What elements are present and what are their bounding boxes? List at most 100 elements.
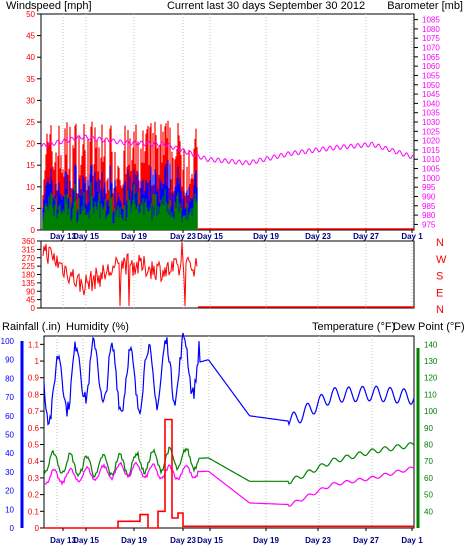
rainfall-tick-label: 0 (35, 524, 40, 533)
dew-point-title: Dew Point (°F) (393, 321, 465, 333)
dew-point-line (43, 461, 415, 507)
rain-x-label: Day 15 (73, 536, 99, 545)
rainfall-tick-label: 1.1 (28, 340, 40, 349)
temperature-tick-label: 110 (424, 390, 437, 399)
barometer-tick-label: 1020 (422, 137, 440, 146)
rainfall-tick-label: 0.9 (28, 374, 40, 383)
windspeed-tick-label: 20 (26, 140, 35, 149)
wind-x-label: Day 13 (50, 232, 76, 241)
rain-x-label: Day 1 (401, 536, 423, 545)
wind-barometer-panel: Windspeed [mph] Current last 30 days Sep… (6, 0, 463, 241)
barometer-tick-label: 1010 (422, 155, 440, 164)
direction-series (42, 241, 414, 308)
wind-x-label: Day 1 (401, 232, 423, 241)
direction-tick-label: 270 (22, 254, 36, 263)
rainfall-tick-label: 0.6 (28, 424, 40, 433)
direction-line (42, 241, 198, 307)
windspeed-tick-label: 5 (31, 204, 36, 213)
direction-tick-label: 180 (22, 271, 36, 280)
wind-x-label: Day 23 (305, 232, 331, 241)
barometer-tick-label: 1080 (422, 25, 440, 34)
barometer-tick-label: 1055 (422, 71, 440, 80)
barometer-tick-label: 995 (422, 183, 436, 192)
rain-gridlines (56, 336, 373, 528)
barometer-tick-label: 1000 (422, 174, 440, 183)
humidity-tick-label: 100 (1, 337, 15, 346)
wind-series (40, 120, 415, 230)
rainfall-tick-label: 0.3 (28, 474, 40, 483)
wind-x-label: Day 15 (73, 232, 99, 241)
rain-plot-frame (43, 335, 415, 529)
rainfall-tick-label: 0.2 (28, 491, 40, 500)
rainfall-line (44, 418, 414, 529)
temperature-tick-label: 90 (424, 424, 433, 433)
humidity-axis: 0 10 20 30 40 50 60 70 80 90 100 (1, 337, 24, 533)
rain-x-label: Day 19 (121, 536, 147, 545)
barometer-tick-label: 1005 (422, 165, 440, 174)
barometer-tick-label: 1070 (422, 44, 440, 53)
temperature-tick-label: 50 (424, 491, 433, 500)
windspeed-tick-label: 25 (26, 118, 35, 127)
direction-tick-label: 315 (22, 245, 36, 254)
rain-x-label: Day 13 (50, 536, 76, 545)
humidity-tick-label: 60 (5, 412, 14, 421)
temperature-title: Temperature (°F) (312, 321, 395, 333)
humidity-tick-label: 40 (5, 449, 14, 458)
compass-label: E (436, 287, 443, 299)
temperature-line (43, 442, 415, 485)
direction-tick-label: 45 (26, 296, 35, 305)
humidity-line (43, 332, 415, 427)
direction-tick-label: 225 (22, 262, 36, 271)
windspeed-title: Windspeed [mph] (6, 0, 92, 12)
barometer-tick-label: 985 (422, 202, 436, 211)
barometer-tick-label: 990 (422, 192, 436, 201)
rainfall-axis: 0 0.1 0.2 0.3 0.4 0.5 0.6 0.7 0.8 0.9 1 1.1 (28, 340, 44, 533)
wind-x-label: Day 19 (253, 232, 279, 241)
barometer-title: Barometer [mb] (387, 0, 463, 12)
barometer-tick-label: 1015 (422, 146, 440, 155)
wind-x-label: Day 15 (197, 232, 223, 241)
windspeed-axis: 0 5 10 15 20 25 30 35 40 45 50 (26, 10, 41, 235)
temperature-tick-label: 80 (424, 441, 433, 450)
compass-label: W (436, 254, 447, 266)
barometer-tick-label: 1060 (422, 62, 440, 71)
rain-x-label: Day 23 (170, 536, 196, 545)
windspeed-tick-label: 30 (26, 96, 35, 105)
temperature-tick-label: 130 (424, 357, 438, 366)
barometer-tick-label: 1030 (422, 118, 440, 127)
humidity-tick-label: 70 (5, 393, 14, 402)
humidity-tick-label: 20 (5, 487, 14, 496)
direction-tick-label: 360 (22, 237, 36, 246)
rain-x-label: Day 23 (305, 536, 331, 545)
compass-label: S (436, 271, 443, 283)
temperature-tick-label: 40 (424, 507, 433, 516)
rainfall-tick-label: 1 (35, 357, 40, 366)
barometer-tick-label: 1040 (422, 99, 440, 108)
humidity-tick-label: 30 (5, 468, 14, 477)
windspeed-tick-label: 35 (26, 75, 35, 84)
rainfall-tick-label: 0.8 (28, 390, 40, 399)
barometer-tick-label: 1045 (422, 90, 440, 99)
temperature-tick-label: 60 (424, 474, 433, 483)
barometer-tick-label: 1035 (422, 109, 440, 118)
windspeed-tick-label: 45 (26, 32, 35, 41)
temperature-axis: 40 50 60 70 80 90 100 110 120 130 140 (416, 340, 438, 528)
temperature-tick-label: 120 (424, 374, 438, 383)
wind-x-label: Day 23 (170, 232, 196, 241)
humidity-tick-label: 90 (5, 356, 14, 365)
barometer-tick-label: 975 (422, 220, 436, 229)
barometer-axis: 9759809859909951000100510101015102010251… (414, 16, 440, 229)
rain-humidity-temperature-panel: Rainfall (.in) Humidity (%) Temperature … (1, 321, 465, 545)
temperature-tick-label: 100 (424, 407, 438, 416)
rainfall-title: Rainfall (.in) (2, 321, 61, 333)
barometer-tick-label: 1025 (422, 127, 440, 136)
barometer-tick-label: 1085 (422, 16, 440, 25)
direction-gridlines (62, 241, 413, 308)
rainfall-tick-label: 0.7 (28, 407, 40, 416)
windspeed-tick-label: 0 (31, 226, 36, 235)
